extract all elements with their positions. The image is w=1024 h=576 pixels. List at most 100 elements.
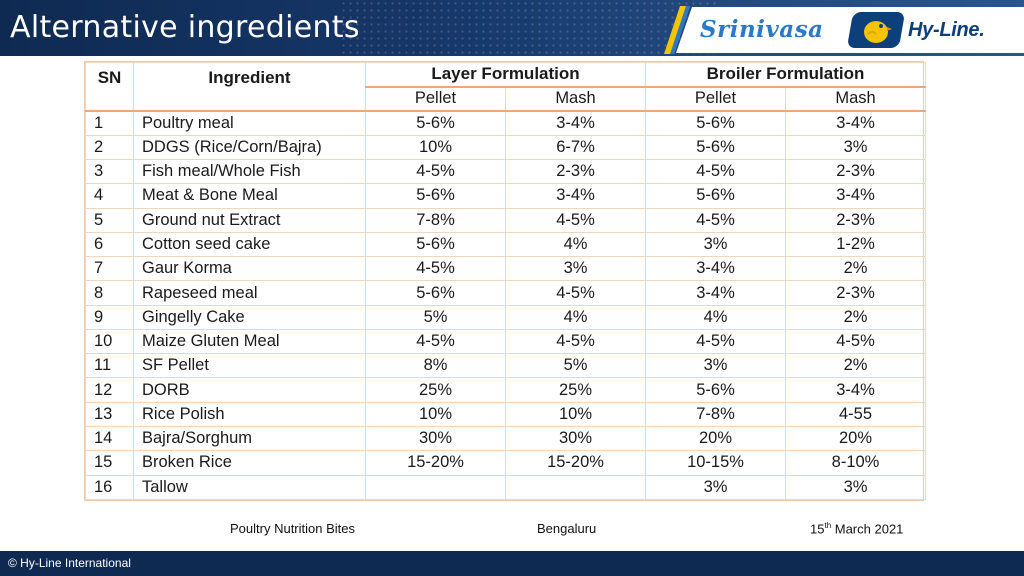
table-row: 13 Rice Polish 10% 10% 7-8% 4-55 <box>85 401 927 428</box>
table-row: 9 Gingelly Cake 5% 4% 4% 2% <box>85 304 927 330</box>
row-broiler-pellet: 5-6% <box>645 110 786 136</box>
row-layer-pellet: 5-6% <box>365 280 506 306</box>
row-broiler-pellet: 20% <box>645 425 786 452</box>
table-row: 4 Meat & Bone Meal 5-6% 3-4% 5-6% 3-4% <box>85 183 927 209</box>
srinivasa-logo-text: Srinivasa <box>700 16 824 43</box>
footer-date-rest: March 2021 <box>831 521 904 537</box>
row-sn: 6 <box>85 231 134 258</box>
row-broiler-mash: 4-5% <box>784 328 927 355</box>
row-sn: 3 <box>85 159 134 185</box>
row-broiler-pellet: 3-4% <box>645 280 786 306</box>
column-group-broiler: Broiler Formulation <box>644 61 927 88</box>
world-map-background <box>340 0 720 56</box>
row-layer-mash: 15-20% <box>505 450 646 476</box>
subheader-broiler-pellet: Pellet <box>645 86 786 113</box>
table-row: 7 Gaur Korma 4-5% 3% 3-4% 2% <box>85 256 927 282</box>
subheader-layer-pellet: Pellet <box>365 86 506 113</box>
footer-event-name: Poultry Nutrition Bites <box>230 521 355 536</box>
table-row: 6 Cotton seed cake 5-6% 4% 3% 1-2% <box>85 231 927 258</box>
row-sn: 9 <box>85 304 134 330</box>
chick-logo-icon <box>846 12 906 48</box>
row-broiler-pellet: 4-5% <box>645 328 786 355</box>
row-broiler-pellet: 5-6% <box>645 377 786 403</box>
row-layer-pellet: 5-6% <box>365 110 506 136</box>
row-broiler-mash: 8-10% <box>784 450 927 476</box>
row-broiler-pellet: 4-5% <box>645 159 786 185</box>
row-broiler-pellet: 7-8% <box>645 401 786 428</box>
ingredients-table: SN Ingredient Layer Formulation Broiler … <box>84 61 927 501</box>
row-sn: 5 <box>85 207 134 233</box>
table-row: 14 Bajra/Sorghum 30% 30% 20% 20% <box>85 425 927 452</box>
row-sn: 13 <box>85 401 134 428</box>
row-sn: 8 <box>85 280 134 306</box>
row-layer-pellet: 4-5% <box>365 159 506 185</box>
row-broiler-mash: 2% <box>784 256 927 282</box>
row-broiler-pellet: 10-15% <box>645 450 786 476</box>
row-broiler-mash: 3% <box>784 134 927 161</box>
table-row: 8 Rapeseed meal 5-6% 4-5% 3-4% 2-3% <box>85 280 927 306</box>
table-row: 2 DDGS (Rice/Corn/Bajra) 10% 6-7% 5-6% 3% <box>85 134 927 161</box>
row-layer-mash: 5% <box>505 353 646 379</box>
logo-panel-accent-stripe <box>664 6 690 54</box>
row-layer-pellet: 7-8% <box>365 207 506 233</box>
row-broiler-pellet: 3% <box>645 353 786 379</box>
row-sn: 10 <box>85 328 134 355</box>
slide-title: Alternative ingredients <box>10 10 360 45</box>
row-layer-mash: 2-3% <box>505 159 646 185</box>
row-ingredient: SF Pellet <box>133 353 366 379</box>
row-sn: 4 <box>85 183 134 209</box>
table-row: 11 SF Pellet 8% 5% 3% 2% <box>85 353 927 379</box>
row-broiler-pellet: 5-6% <box>645 183 786 209</box>
row-broiler-pellet: 3% <box>645 474 786 501</box>
row-layer-mash: 4-5% <box>505 280 646 306</box>
row-broiler-pellet: 3% <box>645 231 786 258</box>
row-sn: 2 <box>85 134 134 161</box>
row-ingredient: Rapeseed meal <box>133 280 366 306</box>
row-broiler-mash: 2-3% <box>784 159 927 185</box>
row-ingredient: Tallow <box>133 474 366 501</box>
footer-date-day: 15 <box>810 521 825 537</box>
row-broiler-pellet: 4-5% <box>645 207 786 233</box>
row-sn: 15 <box>85 450 134 476</box>
row-ingredient: Rice Polish <box>133 401 366 428</box>
row-ingredient: Gingelly Cake <box>133 304 366 330</box>
footer-date: 15th March 2021 <box>810 521 903 536</box>
row-broiler-mash: 2% <box>784 304 927 330</box>
row-broiler-pellet: 5-6% <box>645 134 786 161</box>
row-layer-pellet: 15-20% <box>365 450 506 476</box>
row-ingredient: Cotton seed cake <box>133 231 366 258</box>
row-sn: 14 <box>85 425 134 452</box>
table-row: 12 DORB 25% 25% 5-6% 3-4% <box>85 377 927 403</box>
subheader-broiler-mash: Mash <box>784 86 927 113</box>
row-broiler-mash: 3-4% <box>784 377 927 403</box>
row-layer-mash: 10% <box>505 401 646 428</box>
row-layer-pellet: 8% <box>365 353 506 379</box>
row-ingredient: DDGS (Rice/Corn/Bajra) <box>133 134 366 161</box>
row-layer-mash: 3-4% <box>505 110 646 136</box>
row-broiler-pellet: 4% <box>645 304 786 330</box>
footer-bar: © Hy-Line International <box>0 551 1024 576</box>
row-sn: 12 <box>85 377 134 403</box>
table-row: 1 Poultry meal 5-6% 3-4% 5-6% 3-4% <box>85 110 927 136</box>
footer-date-suffix: th <box>824 521 832 530</box>
row-sn: 16 <box>85 474 134 501</box>
row-broiler-mash: 20% <box>784 425 927 452</box>
row-sn: 7 <box>85 256 134 282</box>
row-broiler-mash: 3% <box>784 474 927 501</box>
row-layer-mash: 6-7% <box>505 134 646 161</box>
row-layer-pellet: 10% <box>365 134 506 161</box>
row-ingredient: Fish meal/Whole Fish <box>133 159 366 185</box>
row-broiler-mash: 2-3% <box>784 207 927 233</box>
row-layer-pellet: 4-5% <box>365 256 506 282</box>
table-row: 15 Broken Rice 15-20% 15-20% 10-15% 8-10% <box>85 450 927 476</box>
column-header-sn: SN <box>85 62 134 113</box>
row-sn: 11 <box>85 353 134 379</box>
row-broiler-mash: 1-2% <box>784 231 927 258</box>
table-row: 10 Maize Gluten Meal 4-5% 4-5% 4-5% 4-5% <box>85 328 927 355</box>
row-layer-mash: 4% <box>505 231 646 258</box>
row-ingredient: Poultry meal <box>133 110 366 136</box>
row-layer-mash <box>505 474 646 501</box>
table-row: 16 Tallow 3% 3% <box>85 474 927 501</box>
row-broiler-mash: 2% <box>784 353 927 379</box>
row-ingredient: Meat & Bone Meal <box>133 183 366 209</box>
